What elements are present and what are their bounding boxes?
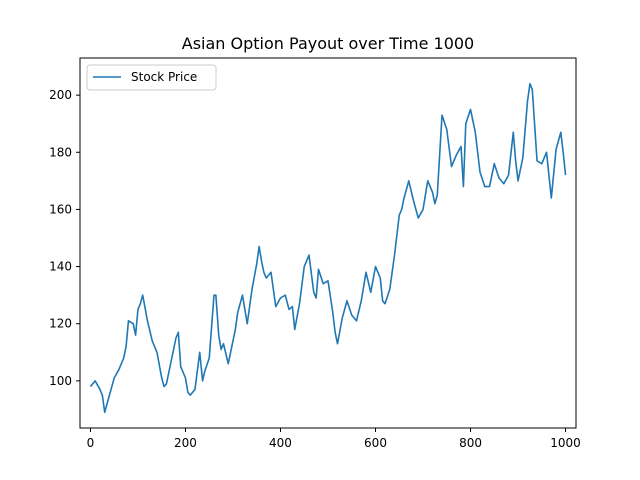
series-line-stock-price [89, 82, 567, 414]
axis-ticks: 0 200 400 600 800 1000 100 120 140 160 180 200 [49, 88, 581, 450]
y-tick-label: 140 [49, 260, 72, 274]
plot-frame [79, 57, 577, 429]
x-tick-label: 200 [174, 436, 197, 450]
x-tick-label: 1000 [550, 436, 581, 450]
y-tick-label: 120 [49, 317, 72, 331]
x-tick-label: 600 [364, 436, 387, 450]
x-tick-label: 400 [269, 436, 292, 450]
x-tick-label: 0 [87, 436, 95, 450]
legend-box [86, 64, 217, 91]
legend: Stock Price [86, 64, 217, 91]
y-tick-label: 180 [49, 145, 72, 159]
x-tick-label: 800 [459, 436, 482, 450]
series-layer [89, 82, 567, 414]
y-tick-label: 200 [49, 88, 72, 102]
y-tick-label: 160 [49, 202, 72, 216]
chart-title: Asian Option Payout over Time 1000 [182, 34, 474, 53]
legend-label: Stock Price [131, 70, 197, 84]
y-tick-label: 100 [49, 374, 72, 388]
